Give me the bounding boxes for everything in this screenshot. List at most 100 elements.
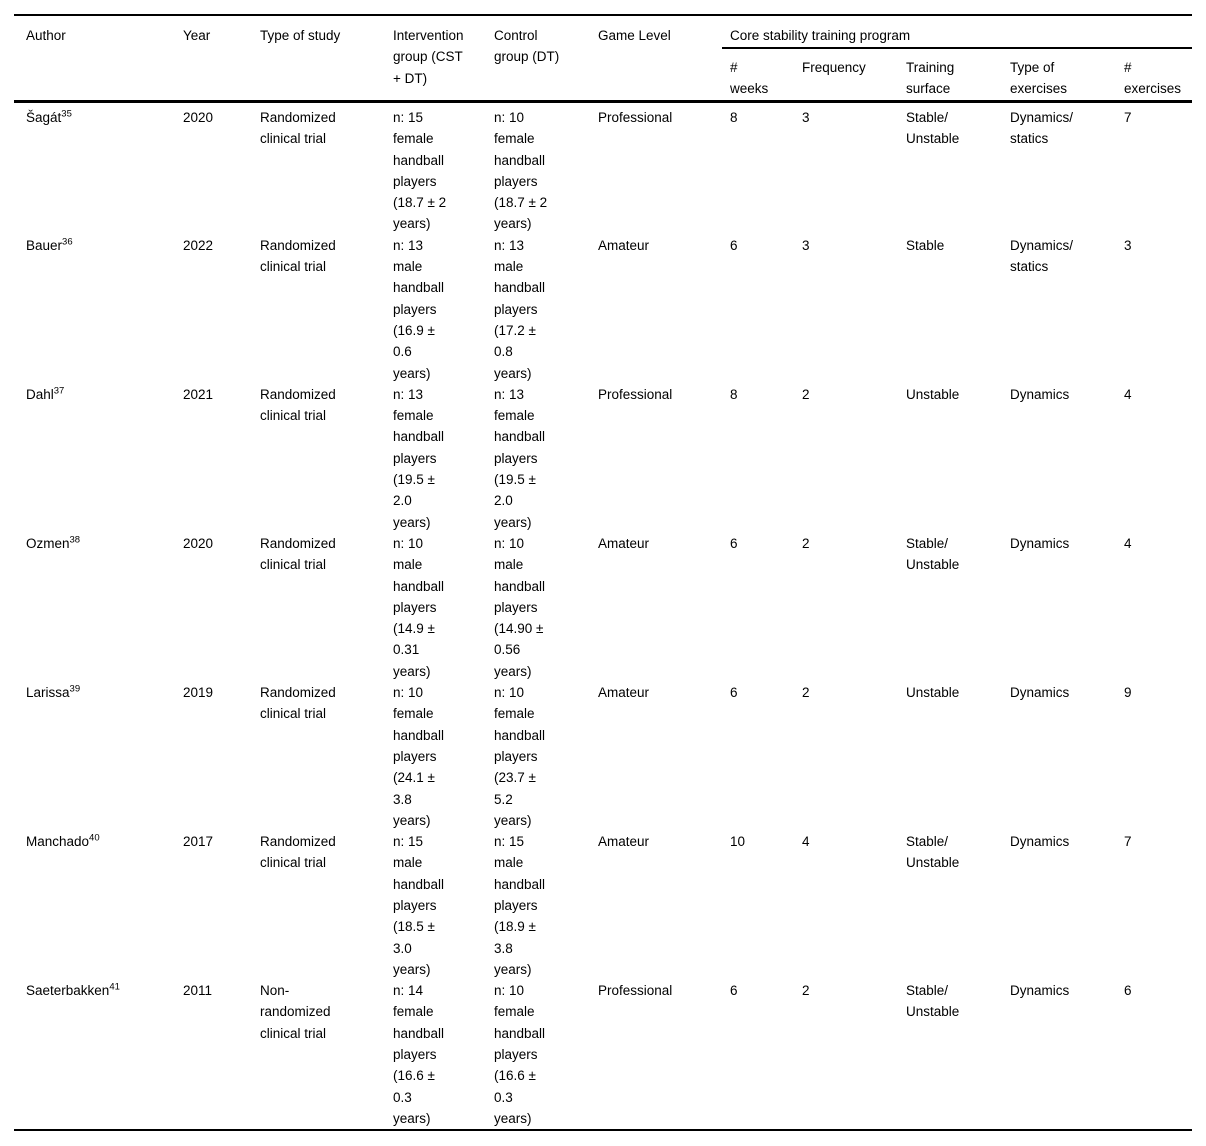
author-cell: Larissa39 <box>26 682 183 703</box>
exercise-count-cell: 7 <box>1124 834 1132 850</box>
exercise-count-cell: 4 <box>1124 535 1132 551</box>
table-top-rule <box>14 14 1192 16</box>
year-cell: 2019 <box>183 685 214 701</box>
author-name: Larissa <box>26 685 70 701</box>
frequency-cell: 3 <box>802 110 810 125</box>
control-group-cell: n: 13 female handball players (19.5 ± 2.… <box>494 386 546 530</box>
year-cell: 2020 <box>183 535 214 551</box>
game-level-cell: Amateur <box>598 685 650 701</box>
intervention-group-cell: n: 13 female handball players (19.5 ± 2.… <box>393 386 445 530</box>
study-type-cell: Randomized clinical trial <box>260 110 336 147</box>
column-header-num-exercises: # exercises <box>1124 60 1182 97</box>
frequency-cell: 2 <box>802 685 810 701</box>
exercise-type-cell: Dynamics <box>1010 983 1070 999</box>
year-cell: 2011 <box>183 983 213 999</box>
column-header-type-of-study: Type of study <box>260 28 341 43</box>
intervention-group-cell: n: 10 female handball players (24.1 ± 3.… <box>393 685 445 828</box>
column-header-game-level: Game Level <box>598 28 671 43</box>
game-level-cell: Amateur <box>598 834 650 850</box>
intervention-group-cell: n: 13 male handball players (16.9 ± 0.6 … <box>393 237 445 381</box>
table-row: Saeterbakken41 2011 Non- randomized clin… <box>14 980 1192 1129</box>
control-group-cell: n: 10 female handball players (16.6 ± 0.… <box>494 983 546 1126</box>
control-group-cell: n: 10 male handball players (14.90 ± 0.5… <box>494 535 546 679</box>
column-header-training-surface: Training surface <box>906 60 955 97</box>
weeks-cell: 6 <box>730 535 738 551</box>
intervention-group-cell: n: 15 male handball players (18.5 ± 3.0 … <box>393 834 445 977</box>
author-cell: Manchado40 <box>26 831 183 852</box>
column-header-num-weeks: # weeks <box>730 60 769 97</box>
game-level-cell: Amateur <box>598 237 650 253</box>
game-level-cell: Amateur <box>598 535 650 551</box>
exercise-type-cell: Dynamics/ statics <box>1010 110 1074 147</box>
author-cell: Ozmen38 <box>26 533 183 554</box>
author-cell: Šagát35 <box>26 107 183 128</box>
frequency-cell: 2 <box>802 535 810 551</box>
table-row: Bauer36 2022 Randomized clinical trial n… <box>14 235 1192 384</box>
training-surface-cell: Unstable <box>906 386 960 402</box>
training-surface-cell: Stable/ Unstable <box>906 110 960 147</box>
table-row: Manchado40 2017 Randomized clinical tria… <box>14 831 1192 980</box>
column-header-author: Author <box>26 28 66 43</box>
study-type-cell: Randomized clinical trial <box>260 386 336 424</box>
exercise-type-cell: Dynamics <box>1010 685 1070 701</box>
weeks-cell: 10 <box>730 834 746 850</box>
training-surface-cell: Unstable <box>906 685 960 701</box>
author-name: Dahl <box>26 386 54 402</box>
frequency-cell: 4 <box>802 834 810 850</box>
author-name: Ozmen <box>26 535 70 551</box>
group-header-underline-rule <box>722 47 1192 49</box>
reference-superscript: 37 <box>53 385 65 397</box>
column-header-frequency: Frequency <box>802 60 866 75</box>
author-cell: Dahl37 <box>26 384 183 405</box>
game-level-cell: Professional <box>598 983 673 999</box>
training-surface-cell: Stable/ Unstable <box>906 983 960 1020</box>
exercise-count-cell: 6 <box>1124 983 1132 999</box>
training-surface-cell: Stable/ Unstable <box>906 535 960 573</box>
year-cell: 2021 <box>183 386 214 402</box>
exercise-type-cell: Dynamics <box>1010 834 1070 850</box>
exercise-count-cell: 3 <box>1124 237 1132 253</box>
exercise-type-cell: Dynamics/ statics <box>1010 237 1074 275</box>
table-body: Šagát35 2020 Randomized clinical trial n… <box>14 107 1192 1129</box>
table-row: Dahl37 2021 Randomized clinical trial n:… <box>14 384 1192 533</box>
game-level-cell: Professional <box>598 110 673 125</box>
column-header-intervention-group: Intervention group (CST + DT) <box>393 28 464 86</box>
study-type-cell: Randomized clinical trial <box>260 535 336 573</box>
exercise-count-cell: 7 <box>1124 110 1132 125</box>
weeks-cell: 8 <box>730 110 738 125</box>
year-cell: 2020 <box>183 110 214 125</box>
table-bottom-rule <box>14 1129 1192 1132</box>
reference-superscript: 35 <box>61 108 72 120</box>
control-group-cell: n: 10 female handball players (23.7 ± 5.… <box>494 685 546 828</box>
exercise-count-cell: 9 <box>1124 685 1132 701</box>
table-header: Author Year Type of study Intervention g… <box>14 16 1192 100</box>
table-row: Šagát35 2020 Randomized clinical trial n… <box>14 107 1192 235</box>
exercise-type-cell: Dynamics <box>1010 535 1070 551</box>
study-type-cell: Randomized clinical trial <box>260 237 336 275</box>
reference-superscript: 38 <box>69 534 81 546</box>
table-row: Ozmen38 2020 Randomized clinical trial n… <box>14 533 1192 682</box>
training-surface-cell: Stable/ Unstable <box>906 834 960 871</box>
table-row: Larissa39 2019 Randomized clinical trial… <box>14 682 1192 831</box>
reference-superscript: 39 <box>69 683 81 695</box>
reference-superscript: 36 <box>62 236 73 248</box>
study-type-cell: Randomized clinical trial <box>260 685 336 722</box>
control-group-cell: n: 13 male handball players (17.2 ± 0.8 … <box>494 237 546 381</box>
column-header-type-of-exercises: Type of exercises <box>1010 60 1068 97</box>
table-header-rule <box>14 100 1192 103</box>
year-cell: 2022 <box>183 237 214 253</box>
weeks-cell: 8 <box>730 386 738 402</box>
column-header-control-group: Control group (DT) <box>494 28 560 65</box>
reference-superscript: 41 <box>109 981 120 993</box>
exercise-count-cell: 4 <box>1124 386 1132 402</box>
author-name: Saeterbakken <box>26 983 110 999</box>
reference-superscript: 40 <box>89 832 100 844</box>
control-group-cell: n: 10 female handball players (18.7 ± 2 … <box>494 110 548 232</box>
author-name: Manchado <box>26 834 90 850</box>
frequency-cell: 3 <box>802 237 810 253</box>
column-header-year: Year <box>183 28 211 43</box>
control-group-cell: n: 15 male handball players (18.9 ± 3.8 … <box>494 834 546 977</box>
study-characteristics-table: Author Year Type of study Intervention g… <box>14 14 1192 1132</box>
author-name: Šagát <box>26 110 62 125</box>
